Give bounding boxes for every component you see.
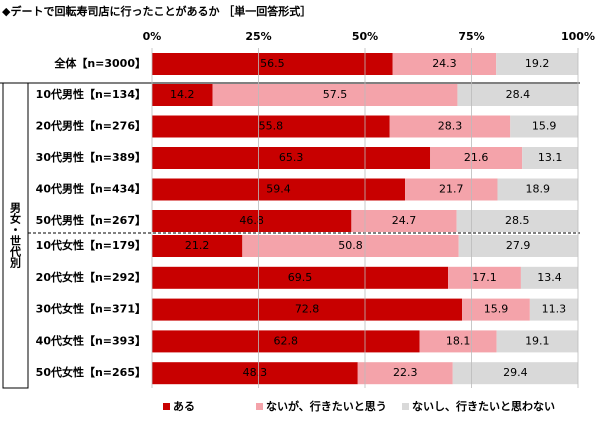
bar-segment [152, 84, 213, 106]
data-label: 21.2 [185, 239, 210, 252]
data-label: 69.5 [288, 271, 313, 284]
data-label: 13.4 [537, 271, 562, 284]
bar-segment [351, 210, 457, 232]
bar-segment [456, 210, 578, 232]
y-tick-label: 30代女性【n=371】 [36, 302, 146, 316]
data-label: 15.9 [532, 120, 557, 133]
bar-segment [452, 362, 578, 385]
legend-swatch [256, 403, 263, 410]
bar-segment [152, 178, 406, 201]
x-tick-label: 75% [458, 30, 484, 43]
bar-segment [529, 298, 578, 321]
data-label: 56.5 [260, 57, 285, 70]
data-label: 46.8 [239, 214, 264, 227]
data-label: 18.9 [525, 183, 550, 196]
bar-segment [242, 235, 459, 257]
bar-segment [152, 115, 390, 138]
bar-segment [448, 266, 521, 289]
x-tick-label: 50% [352, 30, 378, 43]
data-label: 11.3 [542, 303, 567, 316]
data-label: 28.3 [438, 120, 463, 133]
x-tick-label: 0% [143, 30, 162, 43]
legend-label: ある [173, 400, 195, 413]
data-label: 24.3 [432, 57, 457, 70]
bar-segment [457, 84, 579, 106]
data-label: 17.1 [472, 271, 497, 284]
bar-segment [357, 362, 453, 385]
x-tick-label: 25% [245, 30, 271, 43]
data-label: 62.8 [274, 334, 299, 347]
legend-swatch [402, 403, 409, 410]
bar-segment [152, 147, 431, 169]
data-label: 19.2 [525, 57, 550, 70]
y-tick-label: 40代女性【n=393】 [36, 333, 146, 347]
data-label: 72.8 [295, 303, 320, 316]
bar-segment [152, 235, 243, 257]
y-tick-label: 40代男性【n=434】 [36, 182, 146, 196]
bar-segment [152, 330, 420, 353]
bar-segment [152, 362, 358, 385]
bar-segment [462, 298, 530, 321]
y-tick-label: 20代男性【n=276】 [36, 119, 146, 133]
group-label: 男女・世代別 [9, 202, 23, 269]
data-label: 28.4 [506, 88, 531, 101]
bar-segment [152, 53, 393, 75]
data-label: 18.1 [446, 334, 471, 347]
data-label: 59.4 [266, 183, 291, 196]
y-tick-label: 全体【n=3000】 [53, 56, 146, 70]
data-label: 19.1 [525, 334, 550, 347]
y-tick-label: 10代男性【n=134】 [36, 87, 146, 101]
bar-segment [522, 147, 578, 169]
data-label: 65.3 [279, 151, 304, 164]
data-label: 48.3 [243, 366, 268, 379]
data-label: 55.8 [259, 120, 284, 133]
y-tick-label: 10代女性【n=179】 [36, 238, 146, 252]
y-tick-label: 20代女性【n=292】 [36, 270, 146, 284]
bar-segment [152, 210, 352, 232]
bar-segment [389, 115, 511, 138]
bar-segment [520, 266, 578, 289]
bar-segment [496, 330, 578, 353]
bar-segment [419, 330, 497, 353]
bar-segment [430, 147, 523, 169]
legend-label: ないが、行きたいと思う [266, 399, 387, 413]
bar-segment [392, 53, 497, 75]
bar-segment [405, 178, 498, 201]
bar-segment [510, 115, 578, 138]
data-label: 50.8 [338, 239, 363, 252]
data-label: 13.1 [538, 151, 563, 164]
y-tick-label: 30代男性【n=389】 [36, 150, 146, 164]
data-label: 21.6 [464, 151, 489, 164]
x-tick-label: 100% [561, 30, 595, 43]
data-label: 15.9 [484, 303, 509, 316]
y-tick-label: 50代男性【n=267】 [36, 213, 146, 227]
bar-segment [497, 178, 578, 201]
legend-swatch [163, 403, 170, 410]
y-tick-label: 50代女性【n=265】 [36, 365, 146, 379]
data-label: 22.3 [393, 366, 418, 379]
bar-segment [212, 84, 458, 106]
data-label: 29.4 [503, 366, 528, 379]
bar-segment [152, 298, 463, 321]
data-label: 57.5 [323, 88, 348, 101]
bar-segment [458, 235, 578, 257]
data-label: 14.2 [170, 88, 195, 101]
data-label: 27.9 [506, 239, 531, 252]
bar-segment [152, 266, 449, 289]
data-label: 28.5 [505, 214, 530, 227]
data-label: 21.7 [439, 183, 464, 196]
legend-label: ないし、行きたいと思わない [412, 399, 555, 413]
data-label: 24.7 [392, 214, 417, 227]
chart-title: ◆デートで回転寿司店に行ったことがあるか ［単一回答形式］ [2, 4, 311, 18]
bar-segment [496, 53, 578, 75]
